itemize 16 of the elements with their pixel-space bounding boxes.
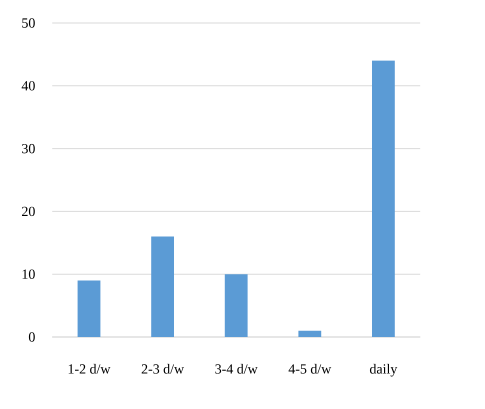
bar <box>78 280 100 337</box>
x-tick-label: daily <box>370 364 398 377</box>
x-tick-label: 1-2 d/w <box>68 364 110 374</box>
y-tick-label: 40 <box>22 81 35 91</box>
x-tick-label: 4-5 d/w <box>288 364 332 374</box>
bar <box>151 236 174 337</box>
y-tick-label: 10 <box>22 269 35 279</box>
x-tick-label: 2-3 d/w <box>142 364 184 374</box>
bar <box>372 60 395 337</box>
y-tick-label: 20 <box>22 206 35 216</box>
bar <box>224 274 248 337</box>
y-tick-label: 0 <box>28 332 35 342</box>
y-tick-label: 50 <box>22 18 35 28</box>
x-tick-label: 3-4 d/w <box>215 364 258 374</box>
bar <box>298 330 322 337</box>
y-tick-label: 30 <box>22 144 35 154</box>
